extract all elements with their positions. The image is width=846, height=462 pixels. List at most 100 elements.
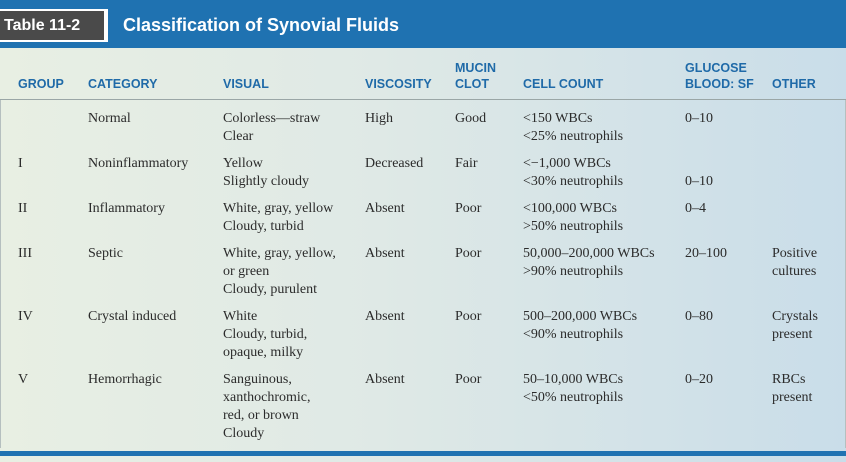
- table-header-bar: [0, 0, 846, 48]
- cell-line: II: [18, 201, 28, 216]
- column-header-line: VISCOSITY: [365, 77, 432, 91]
- cell-line: RBCs: [772, 372, 806, 387]
- cell-mucin: Poor: [455, 200, 481, 218]
- cell-line: Decreased: [365, 156, 424, 171]
- cell-category: Hemorrhagic: [88, 371, 162, 389]
- cell-line: >90% neutrophils: [523, 264, 624, 279]
- cell-line: Septic: [88, 246, 123, 261]
- cell-mucin: Fair: [455, 155, 478, 173]
- column-header-line: CLOT: [455, 77, 490, 91]
- cell-line: Fair: [455, 156, 478, 171]
- cell-category: Noninflammatory: [88, 155, 188, 173]
- table-number-tab: Table 11-2: [0, 9, 108, 42]
- cell-mucin: Poor: [455, 245, 481, 263]
- cell-line: Absent: [365, 201, 405, 216]
- cell-group: I: [18, 155, 23, 173]
- column-header-line: BLOOD: SF: [685, 77, 754, 91]
- cell-line: [18, 110, 22, 128]
- cell-other: [772, 200, 776, 218]
- cell-glucose: 20–100: [685, 245, 727, 263]
- column-header-glucose: GLUCOSE BLOOD: SF: [685, 60, 754, 92]
- cell-line: Poor: [455, 201, 482, 216]
- header-rule: [0, 99, 846, 100]
- cell-line: Yellow: [223, 156, 263, 171]
- cell-line: opaque, milky: [223, 345, 304, 360]
- cell-line: [772, 200, 776, 218]
- cell-viscosity: Absent: [365, 308, 405, 326]
- cell-line: Cloudy: [223, 426, 265, 441]
- cell-line: White, gray, yellow: [223, 201, 334, 216]
- cell-cell: <150 WBCs <25% neutrophils: [523, 110, 623, 146]
- cell-line: or green: [223, 264, 270, 279]
- cell-line: <50% neutrophils: [523, 390, 624, 405]
- cell-glucose: 0–20: [685, 371, 713, 389]
- cell-line: Colorless—straw: [223, 111, 321, 126]
- cell-line: Poor: [455, 246, 482, 261]
- cell-glucose: 0–4: [685, 200, 706, 218]
- cell-visual: White, gray, yellow Cloudy, turbid: [223, 200, 333, 236]
- cell-line: Slightly cloudy: [223, 174, 309, 189]
- cell-category: Normal: [88, 110, 131, 128]
- cell-line: 0–20: [685, 372, 713, 387]
- cell-line: White, gray, yellow,: [223, 246, 336, 261]
- cell-line: 20–100: [685, 246, 727, 261]
- column-header-line: OTHER: [772, 77, 816, 91]
- cell-line: IV: [18, 309, 33, 324]
- cell-line: Absent: [365, 309, 405, 324]
- cell-cell: <100,000 WBCs >50% neutrophils: [523, 200, 623, 236]
- cell-line: Poor: [455, 372, 482, 387]
- cell-line: 0–80: [685, 309, 713, 324]
- cell-visual: Yellow Slightly cloudy: [223, 155, 309, 191]
- cell-line: Normal: [88, 111, 131, 126]
- column-header-category: CATEGORY: [88, 76, 157, 92]
- cell-line: <100,000 WBCs: [523, 201, 617, 216]
- cell-line: Cloudy, purulent: [223, 282, 317, 297]
- cell-line: Cloudy, turbid,: [223, 327, 308, 342]
- cell-line: <−1,000 WBCs: [523, 156, 611, 171]
- table-number: Table 11-2: [0, 11, 104, 40]
- cell-line: [772, 110, 776, 128]
- cell-viscosity: High: [365, 110, 393, 128]
- cell-line: Absent: [365, 372, 405, 387]
- cell-visual: Sanguinous, xanthochromic, red, or brown Cl…: [223, 371, 310, 443]
- cell-viscosity: Absent: [365, 245, 405, 263]
- cell-line: 0–4: [685, 201, 706, 216]
- cell-line: present: [772, 327, 813, 342]
- cell-category: Septic: [88, 245, 123, 263]
- cell-mucin: Good: [455, 110, 486, 128]
- column-header-line: VISUAL: [223, 77, 269, 91]
- cell-glucose: 0–10: [685, 155, 713, 191]
- cell-line: 0–10: [685, 111, 713, 126]
- column-header-line: MUCIN: [455, 61, 496, 75]
- cell-category: Crystal induced: [88, 308, 176, 326]
- cell-line: 50–10,000 WBCs: [523, 372, 624, 387]
- cell-cell: 50–10,000 WBCs <50% neutrophils: [523, 371, 623, 407]
- cell-line: Crystals: [772, 309, 818, 324]
- cell-other: RBCs present: [772, 371, 812, 407]
- cell-line: Cloudy, turbid: [223, 219, 304, 234]
- cell-line: White: [223, 309, 258, 324]
- cell-visual: White, gray, yellow, or green Cloudy, puru…: [223, 245, 336, 299]
- column-header-visual: VISUAL: [223, 76, 269, 92]
- cell-viscosity: Absent: [365, 371, 405, 389]
- cell-line: <90% neutrophils: [523, 327, 624, 342]
- cell-line: Absent: [365, 246, 405, 261]
- cell-cell: 50,000–200,000 WBCs >90% neutrophils: [523, 245, 655, 281]
- cell-line: I: [18, 156, 23, 171]
- cell-visual: Colorless—straw Clear: [223, 110, 320, 146]
- cell-cell: <−1,000 WBCs <30% neutrophils: [523, 155, 623, 191]
- cell-line: cultures: [772, 264, 817, 279]
- cell-category: Inflammatory: [88, 200, 165, 218]
- cell-group: II: [18, 200, 27, 218]
- cell-group: IV: [18, 308, 33, 326]
- cell-line: <30% neutrophils: [523, 174, 624, 189]
- cell-visual: White Cloudy, turbid, opaque, milky: [223, 308, 307, 362]
- column-header-line: CELL COUNT: [523, 77, 604, 91]
- cell-line: High: [365, 111, 393, 126]
- cell-line: V: [18, 372, 29, 387]
- column-header-group: GROUP: [18, 76, 64, 92]
- column-header-line: CATEGORY: [88, 77, 158, 91]
- cell-line: 50,000–200,000 WBCs: [523, 246, 655, 261]
- cell-line: Positive: [772, 246, 818, 261]
